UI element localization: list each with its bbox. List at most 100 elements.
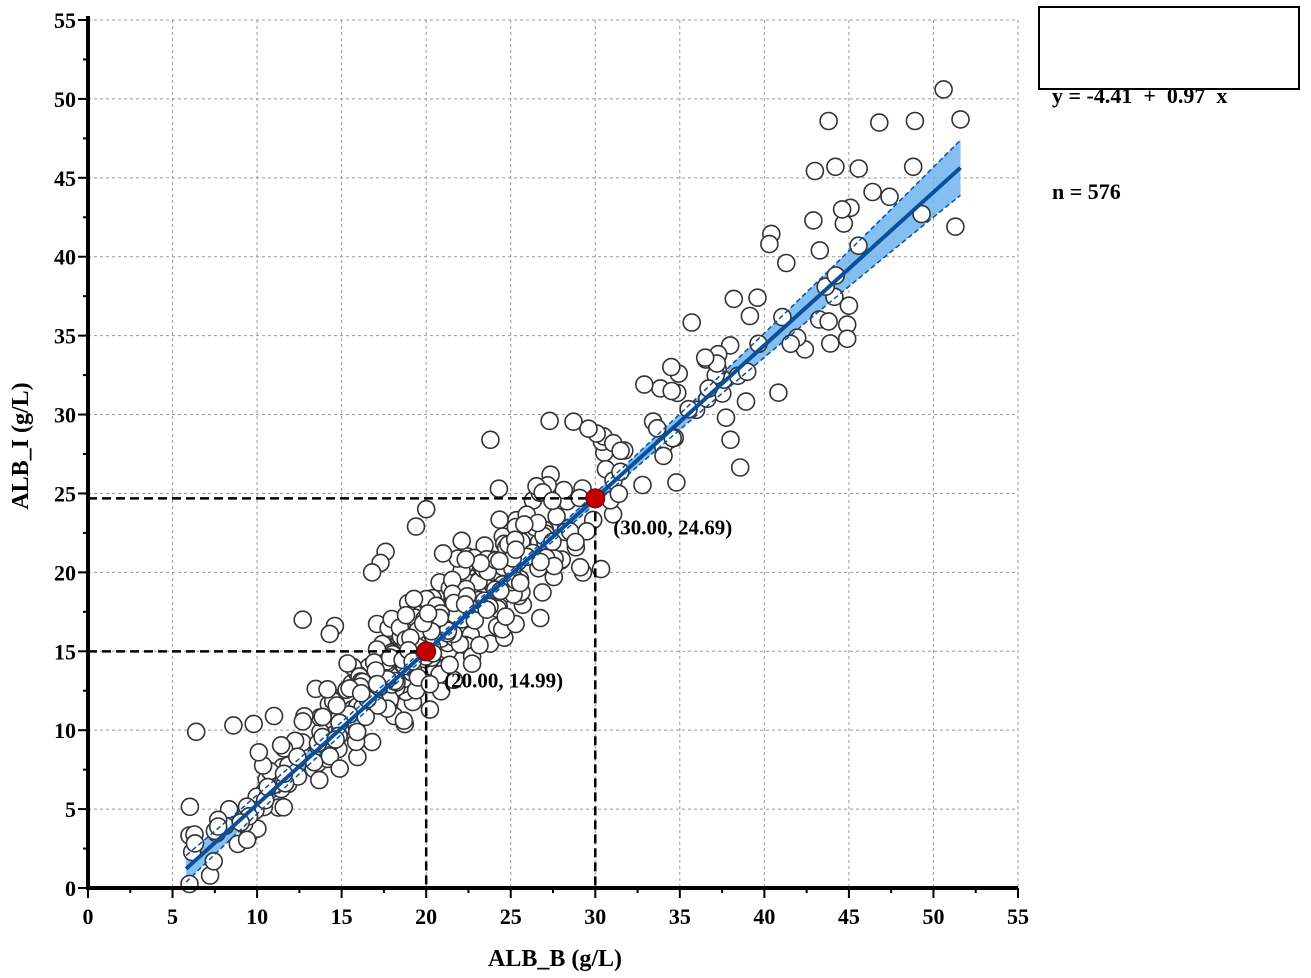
data-point — [186, 722, 206, 742]
data-point — [609, 484, 629, 504]
data-point — [905, 111, 925, 131]
data-point — [740, 306, 760, 326]
y-tick-label: 20 — [54, 560, 76, 585]
x-tick-label: 15 — [331, 904, 353, 929]
data-point — [287, 747, 307, 767]
data-point — [837, 329, 857, 349]
x-axis-title: ALB_B (g/L) — [488, 946, 622, 972]
data-point — [318, 679, 337, 699]
data-point — [826, 157, 845, 177]
data-point — [320, 624, 340, 644]
data-point — [224, 716, 243, 735]
data-point — [396, 605, 416, 625]
data-point — [456, 550, 476, 569]
data-point — [547, 507, 566, 526]
data-point — [716, 408, 736, 428]
y-tick-label: 5 — [65, 797, 76, 822]
data-point — [394, 711, 414, 731]
data-point — [695, 348, 715, 368]
data-point — [506, 540, 526, 560]
data-point — [903, 157, 923, 177]
data-point — [204, 851, 223, 871]
data-point — [736, 392, 756, 411]
data-point — [313, 707, 333, 727]
data-point — [776, 253, 796, 273]
axes: 0 5 10 15 20 25 30 35 40 45 50 55 0 5 10 15 20 25 30 35 40 45… — [54, 8, 1029, 929]
data-point — [418, 604, 438, 623]
data-point — [543, 491, 562, 511]
y-tick-label: 15 — [54, 639, 76, 664]
data-point — [293, 712, 313, 731]
data-point — [420, 700, 440, 719]
data-point — [633, 475, 652, 495]
guide-lines — [88, 497, 597, 888]
data-points — [180, 80, 970, 894]
data-point — [721, 430, 740, 450]
data-point — [496, 607, 516, 626]
highlight-point — [416, 641, 437, 662]
data-point — [462, 654, 482, 674]
data-point — [309, 770, 329, 790]
y-tick-label: 50 — [54, 87, 76, 112]
data-point — [208, 817, 228, 836]
data-point — [611, 462, 630, 482]
data-point — [661, 357, 681, 377]
y-tick-label: 55 — [54, 8, 76, 33]
data-point — [564, 412, 583, 432]
data-point — [470, 635, 489, 655]
ci-lower-line — [185, 194, 961, 883]
x-tick-label: 55 — [1007, 904, 1029, 929]
data-point — [682, 313, 702, 332]
data-point — [327, 696, 347, 715]
data-point — [433, 544, 453, 563]
x-tick-label: 40 — [753, 904, 775, 929]
sample-size: n = 576 — [1052, 179, 1121, 204]
data-point — [533, 583, 552, 602]
data-point — [244, 714, 263, 734]
data-point — [264, 706, 284, 726]
x-tick-label: 10 — [246, 904, 268, 929]
data-point — [863, 182, 882, 202]
y-tick-label: 0 — [65, 876, 76, 901]
data-point — [781, 334, 801, 354]
data-point — [760, 234, 779, 254]
regression-equation-box: y = -4.41 + 0.97 x n = 576 — [1038, 6, 1300, 204]
data-point — [748, 288, 767, 308]
highlight-point-label: (20.00, 14.99) — [444, 668, 563, 692]
grid — [88, 19, 1019, 888]
data-point — [820, 334, 840, 353]
x-tick-label: 45 — [838, 904, 860, 929]
data-point — [654, 446, 673, 466]
data-point — [634, 375, 654, 394]
y-tick-label: 35 — [54, 324, 76, 349]
data-point — [471, 553, 491, 573]
data-point — [579, 419, 598, 439]
data-point — [490, 551, 509, 571]
data-point — [489, 479, 509, 499]
data-point — [274, 797, 294, 817]
data-point — [514, 515, 534, 534]
data-point — [540, 411, 559, 431]
highlight-point — [585, 488, 606, 509]
data-point — [416, 499, 436, 519]
data-point — [249, 742, 269, 762]
x-tick-label: 50 — [922, 904, 944, 929]
data-point — [946, 217, 965, 236]
data-point — [805, 161, 825, 181]
data-point — [880, 187, 899, 207]
data-point — [730, 458, 750, 477]
data-point — [849, 159, 869, 178]
x-tick-label: 30 — [584, 904, 606, 929]
data-point — [591, 559, 611, 579]
regression-line-group — [184, 139, 962, 883]
y-axis-title: ALB_I (g/L) — [8, 382, 34, 509]
data-point — [869, 113, 889, 132]
data-point — [819, 312, 838, 331]
data-point — [647, 418, 667, 438]
data-point — [531, 552, 550, 572]
data-point — [452, 531, 472, 551]
x-tick-label: 20 — [415, 904, 437, 929]
data-point — [440, 655, 459, 675]
data-point — [773, 307, 792, 327]
ci-upper-line — [185, 139, 962, 857]
